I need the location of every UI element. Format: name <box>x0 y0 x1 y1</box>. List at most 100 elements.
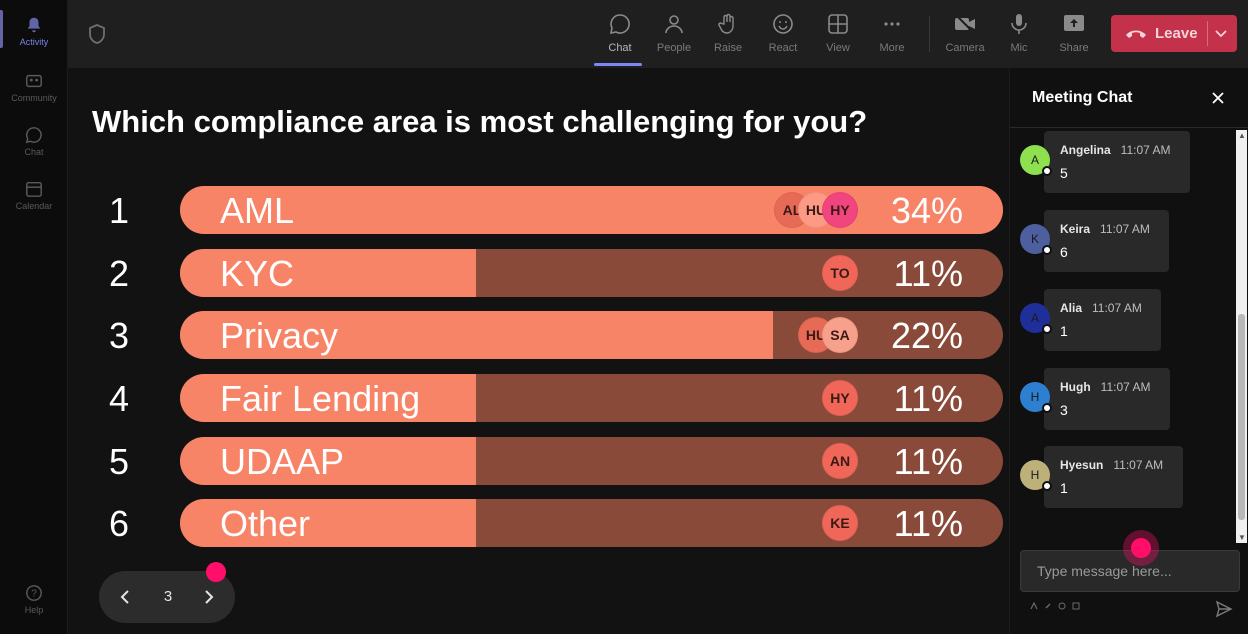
message-bubble[interactable]: Alia 11:07 AM 1 <box>1044 289 1161 351</box>
rail-item-calendar[interactable]: Calendar <box>0 170 68 220</box>
grid-view-icon <box>828 14 848 34</box>
message-bubble[interactable]: Hyesun 11:07 AM 1 <box>1044 446 1183 508</box>
option-bar: Other KE 11% <box>180 499 1003 547</box>
message-text: 3 <box>1060 402 1068 418</box>
option-percent: 11% <box>893 503 963 544</box>
option-percent: 11% <box>893 378 963 419</box>
shield-icon[interactable] <box>88 24 106 44</box>
close-icon[interactable] <box>1210 90 1226 106</box>
poll-option-row: 2 KYC TO 11% <box>68 249 1009 297</box>
page-number: 3 <box>163 588 173 605</box>
chat-message: Hyesun 11:07 AM 1 H <box>1010 446 1230 510</box>
community-icon <box>26 74 42 87</box>
avatar[interactable]: H <box>1020 460 1052 491</box>
message-timestamp: 11:07 AM <box>1092 301 1142 315</box>
chat-button[interactable]: Chat <box>594 8 644 66</box>
mic-icon <box>1011 14 1027 34</box>
leave-divider <box>1207 21 1208 46</box>
chat-message: Hugh 11:07 AM 3 H <box>1010 368 1230 432</box>
rail-item-community[interactable]: Community <box>0 62 68 112</box>
calendar-icon <box>26 181 42 197</box>
avatar[interactable]: A <box>1020 303 1052 334</box>
option-percent: 34% <box>890 190 963 231</box>
gif-icon[interactable] <box>1072 602 1080 610</box>
chevron-right-icon[interactable] <box>200 588 218 606</box>
rail-item-chat[interactable]: Chat <box>0 116 68 166</box>
option-number: 4 <box>108 378 130 419</box>
leave-button[interactable]: Leave <box>1111 15 1237 52</box>
camera-button-label: Camera <box>945 42 985 54</box>
send-icon[interactable] <box>1215 600 1233 618</box>
option-bar-fill <box>180 437 476 485</box>
option-label: Fair Lending <box>220 378 421 419</box>
raise-hand-button[interactable]: Raise <box>704 8 752 62</box>
view-button-label: View <box>826 42 850 54</box>
chevron-down-icon[interactable] <box>1214 27 1228 41</box>
option-bar-fill <box>180 374 476 422</box>
message-text: 6 <box>1060 244 1068 260</box>
click-indicator-dot <box>1131 538 1151 558</box>
rail-item-label: Chat <box>24 146 44 157</box>
attach-icon[interactable] <box>1044 602 1052 610</box>
rail-item-label: Help <box>24 604 44 615</box>
avatar[interactable]: K <box>1020 224 1052 255</box>
message-timestamp: 11:07 AM <box>1100 380 1151 394</box>
message-timestamp: 11:07 AM <box>1100 222 1150 236</box>
message-bubble[interactable]: Angelina 11:07 AM 5 <box>1044 131 1190 193</box>
voter-avatar: HY <box>822 192 858 228</box>
view-button[interactable]: View <box>814 8 862 62</box>
format-icon[interactable] <box>1030 602 1038 610</box>
compose-toolbar <box>1030 602 1080 610</box>
rail-item-help[interactable]: ? Help <box>0 574 68 624</box>
avatar[interactable]: A <box>1020 145 1052 176</box>
rail-item-activity[interactable]: Activity <box>0 6 68 56</box>
scrollbar-thumb[interactable] <box>1238 314 1245 520</box>
help-icon: ? <box>26 584 42 601</box>
click-indicator-dot <box>206 562 226 582</box>
message-bubble[interactable]: Hugh 11:07 AM 3 <box>1044 368 1170 430</box>
chat-scrollbar[interactable]: ▲ ▼ <box>1236 130 1247 543</box>
message-compose <box>1020 550 1240 592</box>
more-button[interactable]: More <box>868 8 916 62</box>
share-screen-icon <box>1064 15 1084 31</box>
option-number: 3 <box>108 315 130 356</box>
poll-option-row: 1 AML AL HU HY 34% <box>68 186 1009 234</box>
option-label: Privacy <box>220 315 339 356</box>
message-input[interactable] <box>1021 551 1239 591</box>
chat-button-label: Chat <box>608 42 632 54</box>
mic-button[interactable]: Mic <box>995 8 1043 62</box>
voter-avatars: TO <box>822 255 858 291</box>
share-button[interactable]: Share <box>1050 8 1098 62</box>
avatar-initial: A <box>1030 153 1039 167</box>
people-button[interactable]: People <box>650 8 698 62</box>
voter-avatars: AN <box>822 443 858 479</box>
rail-item-label: Community <box>11 92 57 103</box>
left-rail: Activity Community Chat Calendar ? Help <box>0 0 68 634</box>
chat-message: Angelina 11:07 AM 5 A <box>1010 131 1230 195</box>
option-label: UDAAP <box>220 441 345 482</box>
react-button[interactable]: React <box>759 8 807 62</box>
option-number: 6 <box>108 503 130 544</box>
raise-button-label: Raise <box>713 42 743 54</box>
presence-indicator <box>1042 166 1052 176</box>
message-text: 1 <box>1060 323 1068 339</box>
voter-avatars: HU SA <box>798 317 858 353</box>
react-button-label: React <box>768 42 798 54</box>
chevron-left-icon[interactable] <box>116 588 134 606</box>
voter-avatars: AL HU HY <box>774 192 858 228</box>
bell-icon <box>27 17 41 32</box>
option-bar-fill <box>180 249 476 297</box>
option-percent: 22% <box>890 315 963 356</box>
chat-icon <box>609 14 630 35</box>
option-bar: UDAAP AN 11% <box>180 437 1003 485</box>
message-bubble[interactable]: Keira 11:07 AM 6 <box>1044 210 1169 272</box>
poll-stage: Which compliance area is most challengin… <box>68 68 1009 634</box>
camera-button[interactable]: Camera <box>941 8 989 62</box>
avatar[interactable]: H <box>1020 382 1052 413</box>
scroll-down-arrow[interactable]: ▼ <box>1238 533 1246 542</box>
svg-text:?: ? <box>31 588 37 599</box>
sender-name: Keira <box>1060 222 1091 236</box>
emoji-icon[interactable] <box>1058 602 1066 610</box>
scroll-up-arrow[interactable]: ▲ <box>1238 131 1246 140</box>
mic-button-label: Mic <box>1010 42 1028 54</box>
